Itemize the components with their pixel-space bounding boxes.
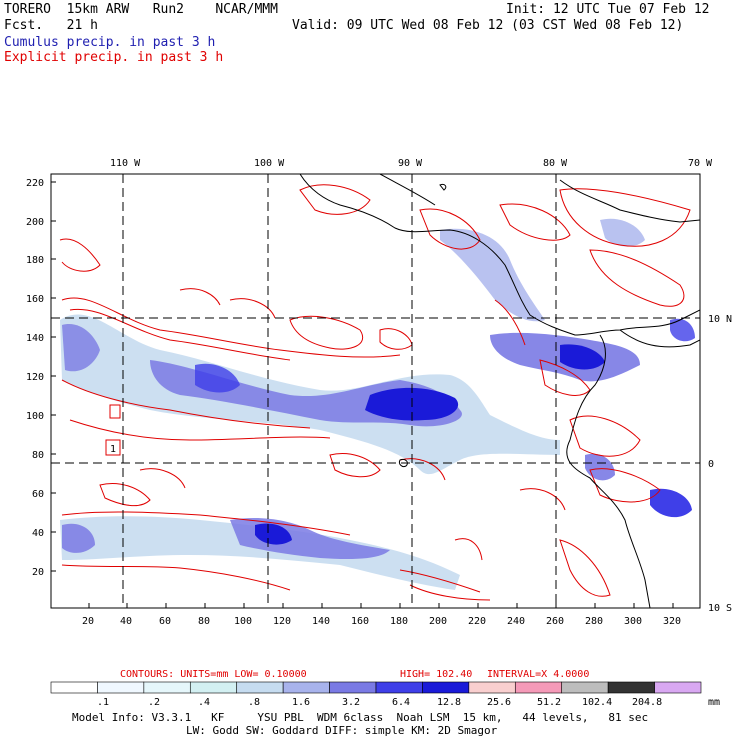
precip-panama-core <box>560 344 605 370</box>
precip-band-itcz-north <box>60 314 560 475</box>
colorbar-level: .1 <box>97 697 109 708</box>
x-tick: 80 <box>198 616 210 627</box>
x-tick: 40 <box>120 616 132 627</box>
lat-label: 10 N <box>708 314 732 325</box>
colorbar-swatch <box>50 681 98 694</box>
contour-interval: INTERVAL=X 4.0000 <box>487 669 589 680</box>
y-tick: 180 <box>26 255 44 266</box>
colorbar-swatch <box>468 681 516 694</box>
precip-cell-west <box>62 324 100 372</box>
x-tick: 200 <box>429 616 447 627</box>
x-tick: 280 <box>585 616 603 627</box>
latitude-labels: 10 N 0 10 S <box>708 314 732 614</box>
lon-label: 70 W <box>688 158 713 169</box>
model-title: TORERO 15km ARW Run2 NCAR/MMM <box>4 2 278 17</box>
colorbar-swatch <box>329 681 377 694</box>
init-time: Init: 12 UTC Tue 07 Feb 12 <box>506 2 710 17</box>
x-tick: 240 <box>507 616 525 627</box>
precip-south-west <box>62 523 95 553</box>
colorbar-swatch <box>375 681 423 694</box>
y-tick: 140 <box>26 333 44 344</box>
y-tick: 200 <box>26 217 44 228</box>
lon-label: 110 W <box>110 158 141 169</box>
x-axis-ticks <box>88 603 674 608</box>
longitude-labels: 110 W 100 W 90 W 80 W 70 W <box>110 158 713 169</box>
x-tick: 220 <box>468 616 486 627</box>
colorbar-level: 12.8 <box>437 697 461 708</box>
colorbar-swatch <box>654 681 702 694</box>
x-tick: 320 <box>663 616 681 627</box>
precip-ecuador <box>585 453 615 481</box>
precip-band-south-max <box>255 523 292 545</box>
x-tick-labels: 20 40 60 80 100 120 140 160 180 200 220 … <box>82 616 681 627</box>
precip-ne-cells <box>600 218 645 247</box>
colorbar-level: 1.6 <box>292 697 310 708</box>
precip-band-south <box>60 516 460 590</box>
model-info-line2: LW: Godd SW: Goddard DIFF: simple KM: 2D… <box>186 724 498 737</box>
coastlines <box>299 174 700 608</box>
colorbar-unit: mm <box>708 697 720 708</box>
y-tick: 220 <box>26 178 44 189</box>
contour-high: HIGH= 102.40 <box>400 669 472 680</box>
colorbar-level: .2 <box>148 697 160 708</box>
precip-cell-central <box>195 363 240 393</box>
x-tick: 140 <box>312 616 330 627</box>
x-tick: 100 <box>234 616 252 627</box>
lon-label: 80 W <box>543 158 568 169</box>
colorbar-level: 25.6 <box>487 697 511 708</box>
explicit-precip-contours <box>59 184 691 601</box>
x-tick: 20 <box>82 616 94 627</box>
y-axis-ticks <box>51 181 56 572</box>
colorbar-level: .4 <box>198 697 210 708</box>
lat-label: 10 S <box>708 603 732 614</box>
map-frame <box>50 173 701 609</box>
colorbar-swatch <box>282 681 330 694</box>
label-one: 1 <box>110 444 116 455</box>
y-tick: 80 <box>32 450 44 461</box>
lon-label: 100 W <box>254 158 285 169</box>
y-tick: 120 <box>26 372 44 383</box>
y-tick: 40 <box>32 528 44 539</box>
colorbar-level: 102.4 <box>582 697 612 708</box>
x-tick: 160 <box>351 616 369 627</box>
x-tick: 120 <box>273 616 291 627</box>
y-tick: 100 <box>26 411 44 422</box>
cumulus-precip-label: Cumulus precip. in past 3 h <box>4 35 216 50</box>
y-tick: 20 <box>32 567 44 578</box>
x-tick: 260 <box>546 616 564 627</box>
y-tick: 160 <box>26 294 44 305</box>
colorbar-level: 51.2 <box>537 697 561 708</box>
colorbar-swatch <box>143 681 191 694</box>
precip-central-america <box>440 228 545 322</box>
x-tick: 300 <box>624 616 642 627</box>
precip-colombia-north <box>670 318 695 342</box>
valid-time: Valid: 09 UTC Wed 08 Feb 12 (03 CST Wed … <box>292 18 684 33</box>
colorbar-swatch <box>561 681 609 694</box>
explicit-precip-label: Explicit precip. in past 3 h <box>4 50 224 65</box>
lat-label: 0 <box>708 459 714 470</box>
x-tick: 60 <box>159 616 171 627</box>
latlon-grid <box>51 174 700 608</box>
contour-units: CONTOURS: UNITS=mm LOW= 0.10000 <box>120 669 307 680</box>
lon-label: 90 W <box>398 158 423 169</box>
colorbar <box>50 681 702 694</box>
colorbar-swatch <box>607 681 655 694</box>
x-tick: 180 <box>390 616 408 627</box>
colorbar-swatch <box>236 681 284 694</box>
colorbar-swatch <box>514 681 563 694</box>
colorbar-level: 3.2 <box>342 697 360 708</box>
colorbar-level: .8 <box>248 697 260 708</box>
colorbar-swatch <box>189 681 238 694</box>
y-tick-labels: 220 200 180 160 140 120 100 80 60 40 20 <box>26 178 44 578</box>
colorbar-swatch <box>422 681 470 694</box>
forecast-hour: Fcst. 21 h <box>4 18 98 33</box>
colorbar-level: 6.4 <box>392 697 410 708</box>
colorbar-level: 204.8 <box>632 697 662 708</box>
precip-peru-east <box>650 488 692 518</box>
y-tick: 60 <box>32 489 44 500</box>
model-info-line1: Model Info: V3.3.1 KF YSU PBL WDM 6class… <box>72 711 649 724</box>
colorbar-swatch <box>97 681 145 694</box>
colorbar-labels: .1 .2 .4 .8 1.6 3.2 6.4 12.8 25.6 51.2 1… <box>97 697 720 708</box>
